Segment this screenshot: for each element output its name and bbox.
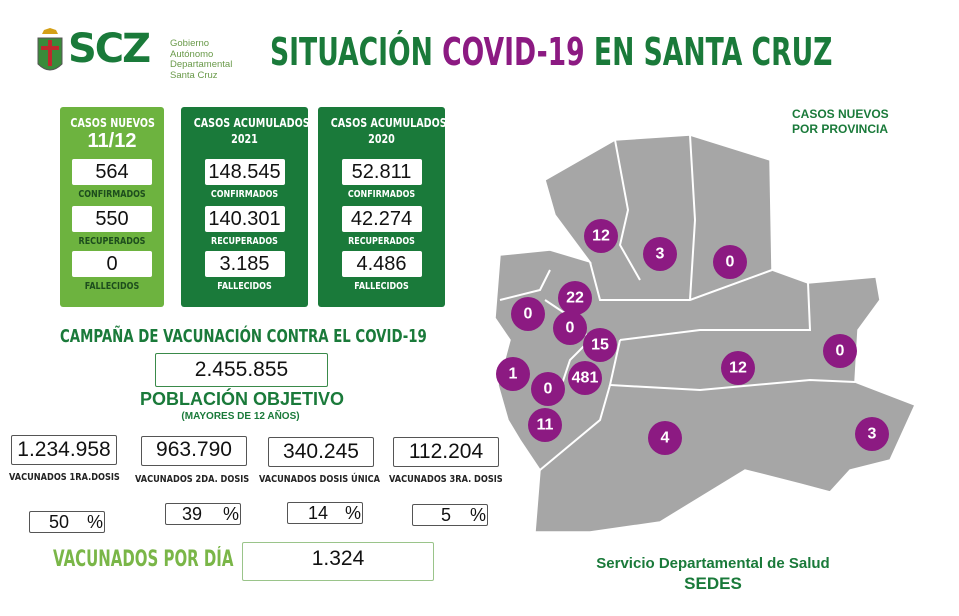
province-marker [643, 237, 677, 271]
province-count: 12 [592, 228, 610, 245]
province-marker [583, 328, 617, 362]
province-count: 3 [868, 426, 877, 443]
card-date: 11/12 [87, 130, 137, 152]
dose2-label: VACUNADOS 2DA. DOSIS [135, 474, 250, 485]
recovered-label: RECUPERADOS [211, 236, 278, 247]
single-dose-percent: 14% [287, 502, 363, 524]
province-marker [496, 357, 530, 391]
card-cumulative-2021: CASOS ACUMULADOS 2021 148.545 CONFIRMADO… [181, 107, 310, 307]
footer-acronym: SEDES [684, 574, 742, 593]
deaths-value: 4.486 [341, 251, 422, 277]
province-marker [531, 372, 565, 406]
single-dose-value: 340.245 [268, 437, 374, 467]
per-day-label: VACUNADOS POR DÍA [53, 547, 234, 572]
province-count: 0 [524, 306, 533, 323]
confirmed-label: CONFIRMADOS [210, 189, 279, 200]
province-count: 481 [572, 370, 599, 387]
confirmed-label: CONFIRMADOS [78, 189, 146, 200]
deaths-value: 0 [72, 251, 152, 277]
province-count: 0 [544, 381, 553, 398]
logo-sub-3: Departamental [170, 59, 233, 70]
deaths-value: 3.185 [204, 251, 285, 277]
per-day-value: 1.324 [242, 542, 434, 581]
province-count: 0 [566, 320, 575, 337]
card-heading: CASOS NUEVOS [70, 116, 155, 130]
target-population-label: POBLACIÓN OBJETIVO [140, 389, 345, 409]
dose2-percent: 39% [165, 503, 241, 525]
province-count: 22 [566, 290, 584, 307]
card-year: 2021 [231, 132, 258, 146]
card-cumulative-2020: CASOS ACUMULADOS 2020 52.811 CONFIRMADOS… [318, 107, 447, 307]
province-count: 3 [656, 246, 665, 263]
dose3-label: VACUNADOS 3RA. DOSIS [389, 474, 503, 485]
card-year: 2020 [368, 132, 395, 146]
province-count: 15 [591, 337, 609, 354]
map-title: CASOS NUEVOS POR PROVINCIA [792, 107, 889, 136]
card-heading: CASOS ACUMULADOS [193, 116, 310, 130]
vaccination-heading: CAMPAÑA DE VACUNACIÓN CONTRA EL COVID-19 [60, 326, 427, 347]
recovered-label: RECUPERADOS [78, 236, 146, 247]
card-heading: CASOS ACUMULADOS [330, 116, 447, 130]
single-dose-label: VACUNADOS DOSIS ÚNICA [259, 474, 381, 485]
province-marker [553, 311, 587, 345]
footer-org: Servicio Departamental de Salud [596, 555, 830, 572]
card-new-cases: CASOS NUEVOS 11/12 564 CONFIRMADOS 550 R… [60, 107, 164, 307]
logo-sub-4: Santa Cruz [170, 69, 218, 81]
province-count: 12 [729, 360, 747, 377]
coat-of-arms-icon [37, 28, 63, 71]
province-marker [721, 351, 755, 385]
province-count: 11 [537, 417, 554, 434]
province-marker [855, 417, 889, 451]
logo-sub-2: Autónomo [170, 48, 214, 60]
page-title: SITUACIÓN COVID-19 EN SANTA CRUZ [270, 30, 833, 74]
province-marker [568, 361, 602, 395]
dose1-label: VACUNADOS 1RA.DOSIS [9, 472, 120, 483]
recovered-value: 140.301 [204, 206, 285, 232]
recovered-value: 550 [72, 206, 152, 232]
confirmed-value: 52.811 [341, 159, 422, 185]
recovered-label: RECUPERADOS [348, 236, 415, 247]
province-marker [648, 421, 682, 455]
province-marker [558, 281, 592, 315]
logo-text: SCZ [68, 26, 151, 72]
dose1-value: 1.234.958 [11, 435, 117, 465]
dose2-value: 963.790 [141, 436, 247, 466]
dose1-percent: 50% [29, 511, 105, 533]
dose3-value: 112.204 [393, 437, 499, 467]
recovered-value: 42.274 [341, 206, 422, 232]
deaths-label: FALLECIDOS [217, 281, 272, 292]
province-marker [511, 297, 545, 331]
province-count: 1 [509, 366, 518, 383]
target-population-value: 2.455.855 [155, 353, 328, 387]
dose3-percent: 5% [412, 504, 488, 526]
province-count: 0 [726, 254, 735, 271]
province-count: 0 [836, 343, 845, 360]
confirmed-label: CONFIRMADOS [347, 189, 416, 200]
deaths-label: FALLECIDOS [84, 281, 140, 292]
confirmed-value: 148.545 [204, 159, 285, 185]
province-count: 4 [661, 430, 670, 447]
deaths-label: FALLECIDOS [354, 281, 409, 292]
province-marker [713, 245, 747, 279]
target-population-note: (MAYORES DE 12 AÑOS) [181, 411, 300, 422]
province-marker [823, 334, 857, 368]
province-marker [584, 219, 618, 253]
confirmed-value: 564 [72, 159, 152, 185]
logo-sub-1: Gobierno [170, 38, 210, 49]
province-marker [528, 408, 562, 442]
